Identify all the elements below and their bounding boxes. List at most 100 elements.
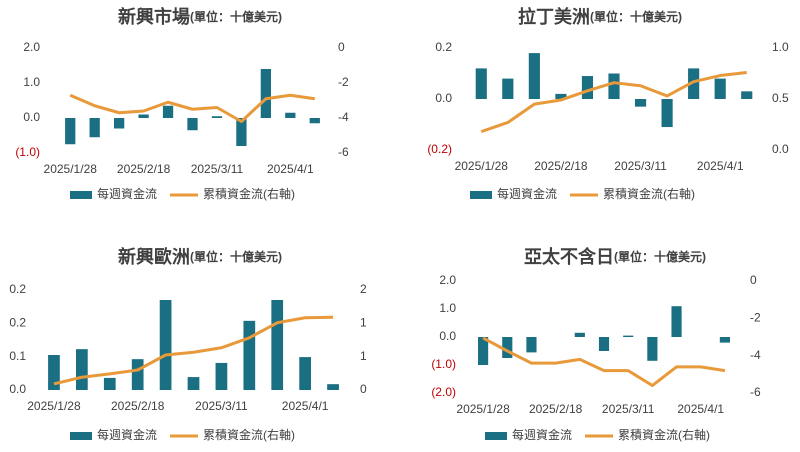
legend-label: 每週資金流 — [97, 186, 157, 201]
y2-tick-label: 0 — [750, 273, 757, 287]
bar — [89, 118, 100, 138]
x-tick-label: 2025/2/18 — [529, 402, 583, 416]
y2-tick-label: 1 — [360, 316, 367, 330]
x-tick-label: 2025/1/28 — [27, 399, 81, 413]
x-tick-label: 2025/4/1 — [282, 399, 329, 413]
cumulative-line — [69, 93, 315, 123]
y2-tick-label: 0 — [338, 40, 345, 54]
title-text: 新興市場 — [118, 6, 190, 27]
bar — [243, 320, 256, 390]
bar — [260, 69, 271, 118]
x-tick-label: 2025/2/18 — [111, 399, 165, 413]
y2-tick-label: -6 — [338, 145, 349, 159]
x-tick-label: 2025/1/28 — [455, 159, 509, 173]
bar — [159, 300, 172, 390]
legend-label: 每週資金流 — [497, 186, 557, 201]
y-tick-label: 0.2 — [9, 282, 26, 296]
subtitle-text: (單位：十億美元) — [190, 249, 282, 264]
y-tick-label: 0.0 — [9, 382, 26, 396]
y2-tick-label: -4 — [338, 110, 349, 124]
x-tick-label: 2025/4/1 — [697, 159, 744, 173]
bar — [661, 99, 673, 128]
legend-swatch — [485, 432, 507, 440]
y2-tick-label: -6 — [750, 385, 761, 399]
bar — [285, 112, 296, 118]
y-tick-label: (1.0) — [431, 357, 456, 371]
bar — [475, 68, 487, 99]
y-tick-label: 1.0 — [23, 75, 40, 89]
bar — [76, 349, 88, 390]
bar — [608, 73, 620, 99]
cumulative-line — [53, 315, 334, 386]
bar — [502, 337, 513, 358]
bar — [647, 337, 658, 361]
bar — [741, 91, 753, 99]
bar — [581, 76, 594, 99]
x-tick-label: 2025/1/28 — [44, 162, 98, 176]
bar — [574, 332, 585, 337]
bar — [623, 335, 634, 337]
chart-title: 新興市場(單位：十億美元) — [118, 6, 282, 27]
legend-swatch — [470, 191, 492, 199]
bar — [187, 377, 200, 390]
title-text: 新興歐洲 — [118, 246, 190, 267]
x-tick-label: 2025/4/1 — [677, 402, 724, 416]
y-tick-label: 0.1 — [9, 349, 26, 363]
bar — [211, 116, 223, 118]
bar — [131, 359, 144, 390]
bar — [236, 118, 247, 146]
bar — [215, 362, 228, 390]
legend-swatch — [70, 191, 92, 199]
cumulative-line — [480, 70, 747, 134]
y2-tick-label: 0.5 — [772, 91, 789, 105]
y-tick-label: 2.0 — [439, 273, 456, 287]
bar — [526, 337, 537, 353]
y2-tick-label: 2 — [360, 282, 367, 296]
bar — [671, 306, 682, 337]
bar — [271, 300, 284, 390]
y2-tick-label: -2 — [750, 311, 761, 325]
y-tick-label: (2.0) — [431, 385, 456, 399]
x-tick-label: 2025/1/28 — [456, 402, 510, 416]
title-text: 拉丁美洲 — [518, 6, 590, 27]
legend-swatch — [70, 432, 92, 440]
bar — [502, 78, 514, 99]
legend-label: 每週資金流 — [512, 427, 572, 442]
bar — [114, 118, 125, 129]
bar — [187, 118, 198, 131]
bar — [598, 337, 610, 351]
y2-tick-label: 1 — [360, 349, 367, 363]
legend-label: 累積資金流(右軸) — [618, 427, 710, 442]
x-tick-label: 2025/3/11 — [191, 162, 244, 176]
y2-tick-label: -4 — [750, 348, 761, 362]
bar — [688, 68, 700, 99]
y-tick-label: (0.2) — [427, 142, 452, 156]
y-tick-label: 1.0 — [439, 301, 456, 315]
cumulative-line — [482, 336, 726, 388]
bar — [138, 114, 149, 118]
subtitle-text: (單位：十億美元) — [190, 9, 282, 24]
y2-tick-label: 0 — [360, 382, 367, 396]
legend-label: 累積資金流(右軸) — [603, 186, 695, 201]
bar — [48, 355, 60, 390]
subtitle-text: (單位：十億美元) — [590, 9, 682, 24]
title-text: 亞太不含日 — [524, 246, 614, 267]
bar — [634, 99, 647, 107]
bar — [309, 118, 320, 124]
y2-tick-label: 1.0 — [772, 40, 789, 54]
bar — [528, 53, 540, 99]
y-tick-label: 0.0 — [23, 110, 40, 124]
legend-label: 每週資金流 — [97, 427, 157, 442]
y2-tick-label: 0.0 — [772, 142, 789, 156]
y-tick-label: 0.2 — [435, 40, 452, 54]
chart-title: 亞太不含日(單位：十億美元) — [524, 246, 706, 267]
y-tick-label: 0.0 — [435, 91, 452, 105]
x-tick-label: 2025/2/18 — [117, 162, 171, 176]
y2-tick-label: -2 — [338, 75, 349, 89]
x-tick-label: 2025/3/11 — [614, 159, 667, 173]
x-tick-label: 2025/2/18 — [534, 159, 588, 173]
bar — [327, 384, 339, 390]
chart-title: 拉丁美洲(單位：十億美元) — [518, 6, 682, 27]
y-tick-label: 0.0 — [439, 329, 456, 343]
